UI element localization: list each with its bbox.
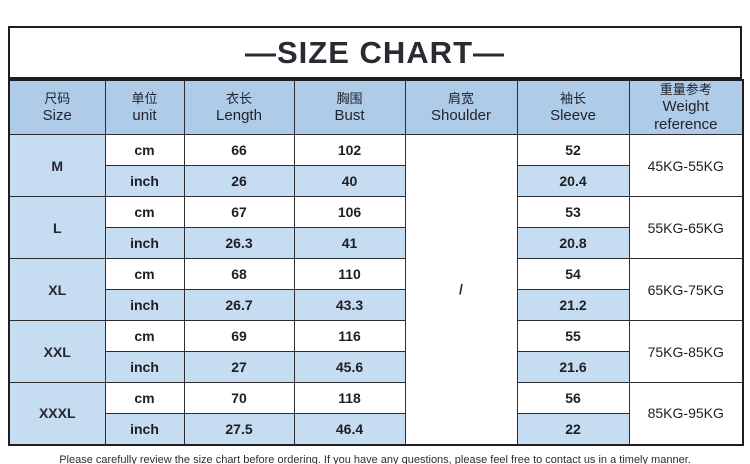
header-bust: 胸围 Bust xyxy=(293,79,406,135)
header-sleeve-zh: 袖长 xyxy=(559,91,586,106)
table-row-xxl-inch: inch 27 45.6 21.6 xyxy=(9,351,743,383)
header-shoulder-zh: 肩宽 xyxy=(447,91,474,106)
table-row-xl-cm: XL cm 68 110 54 65KG-75KG xyxy=(8,258,744,321)
title-box: —SIZE CHART— xyxy=(8,26,742,79)
header-bust-en: Bust xyxy=(334,107,365,124)
header-unit-en: unit xyxy=(132,107,157,124)
bust-cell: 118 xyxy=(293,382,406,414)
unit-cell: cm xyxy=(104,258,185,290)
length-cell: 27 xyxy=(183,351,295,383)
header-size-en: Size xyxy=(42,107,72,124)
unit-cell: inch xyxy=(104,289,185,321)
size-cell: XXXL xyxy=(8,382,106,445)
page-title: —SIZE CHART— xyxy=(245,34,505,70)
bust-cell: 41 xyxy=(293,227,406,259)
table-row-m-cm: M cm 66 102 / 52 45KG-55KG xyxy=(8,134,744,445)
bust-cell: 46.4 xyxy=(293,413,406,445)
table-row-m-inch: inch 26 40 20.4 xyxy=(9,165,743,197)
table-row-xl-inch: inch 26.7 43.3 21.2 xyxy=(9,289,743,321)
unit-cell: cm xyxy=(104,320,185,352)
weight-cell: 45KG-55KG xyxy=(628,134,744,197)
table-row-xxxl-inch: inch 27.5 46.4 22 xyxy=(9,413,743,445)
size-cell: XXL xyxy=(8,320,106,383)
sleeve-cell: 56 xyxy=(516,382,630,414)
unit-cell: cm xyxy=(104,134,185,166)
size-cell: M xyxy=(8,134,106,197)
header-unit: 单位 unit xyxy=(104,79,185,135)
header-size-zh: 尺码 xyxy=(44,91,71,106)
table-row-l-cm: L cm 67 106 53 55KG-65KG xyxy=(8,196,744,259)
size-chart-table: 尺码 Size 单位 unit 衣长 Length 胸围 Bust 肩宽 S xyxy=(8,79,744,446)
length-cell: 69 xyxy=(183,320,295,352)
bust-cell: 116 xyxy=(293,320,406,352)
unit-cell: inch xyxy=(104,413,185,445)
header-shoulder-en: Shoulder xyxy=(430,107,492,124)
header-sleeve: 袖长 Sleeve xyxy=(516,79,630,135)
footer-note: Please carefully review the size chart b… xyxy=(59,453,691,464)
header-row: 尺码 Size 单位 unit 衣长 Length 胸围 Bust 肩宽 S xyxy=(8,79,744,135)
sleeve-cell: 20.8 xyxy=(516,227,630,259)
bust-cell: 43.3 xyxy=(293,289,406,321)
bust-cell: 102 xyxy=(293,134,406,166)
size-chart-page: —SIZE CHART— 尺码 Size 单位 unit 衣长 Length xyxy=(8,26,744,464)
shoulder-cell: / xyxy=(404,134,518,445)
length-cell: 66 xyxy=(183,134,295,166)
sleeve-cell: 22 xyxy=(516,413,630,445)
table-row-xxxl-cm: XXXL cm 70 118 56 85KG-95KG xyxy=(8,382,744,445)
sleeve-cell: 52 xyxy=(516,134,630,166)
size-cell: XL xyxy=(8,258,106,321)
header-length-zh: 衣长 xyxy=(225,91,252,106)
unit-cell: cm xyxy=(104,382,185,414)
header-shoulder: 肩宽 Shoulder xyxy=(404,79,518,135)
bust-cell: 45.6 xyxy=(293,351,406,383)
size-cell: L xyxy=(8,196,106,259)
header-unit-zh: 单位 xyxy=(131,91,158,106)
header-weight: 重量参考 Weight reference xyxy=(628,79,744,135)
weight-cell: 55KG-65KG xyxy=(628,196,744,259)
table-row-xxl-cm: XXL cm 69 116 55 75KG-85KG xyxy=(8,320,744,383)
header-size: 尺码 Size xyxy=(8,79,106,135)
unit-cell: inch xyxy=(104,227,185,259)
length-cell: 26.7 xyxy=(183,289,295,321)
header-weight-en: Weight reference xyxy=(654,98,718,133)
weight-cell: 65KG-75KG xyxy=(628,258,744,321)
header-length: 衣长 Length xyxy=(183,79,295,135)
unit-cell: cm xyxy=(104,196,185,228)
sleeve-cell: 20.4 xyxy=(516,165,630,197)
sleeve-cell: 54 xyxy=(516,258,630,290)
header-length-en: Length xyxy=(216,107,262,124)
weight-cell: 75KG-85KG xyxy=(628,320,744,383)
sleeve-cell: 21.6 xyxy=(516,351,630,383)
weight-cell: 85KG-95KG xyxy=(628,382,744,445)
length-cell: 68 xyxy=(183,258,295,290)
header-sleeve-en: Sleeve xyxy=(550,107,596,124)
unit-cell: inch xyxy=(104,165,185,197)
length-cell: 26 xyxy=(183,165,295,197)
header-bust-zh: 胸围 xyxy=(336,91,363,106)
bust-cell: 110 xyxy=(293,258,406,290)
header-weight-zh: 重量参考 xyxy=(659,82,712,97)
unit-cell: inch xyxy=(104,351,185,383)
bust-cell: 106 xyxy=(293,196,406,228)
sleeve-cell: 55 xyxy=(516,320,630,352)
length-cell: 26.3 xyxy=(183,227,295,259)
length-cell: 70 xyxy=(183,382,295,414)
bust-cell: 40 xyxy=(293,165,406,197)
sleeve-cell: 21.2 xyxy=(516,289,630,321)
length-cell: 27.5 xyxy=(183,413,295,445)
table-row-l-inch: inch 26.3 41 20.8 xyxy=(9,227,743,259)
length-cell: 67 xyxy=(183,196,295,228)
sleeve-cell: 53 xyxy=(516,196,630,228)
